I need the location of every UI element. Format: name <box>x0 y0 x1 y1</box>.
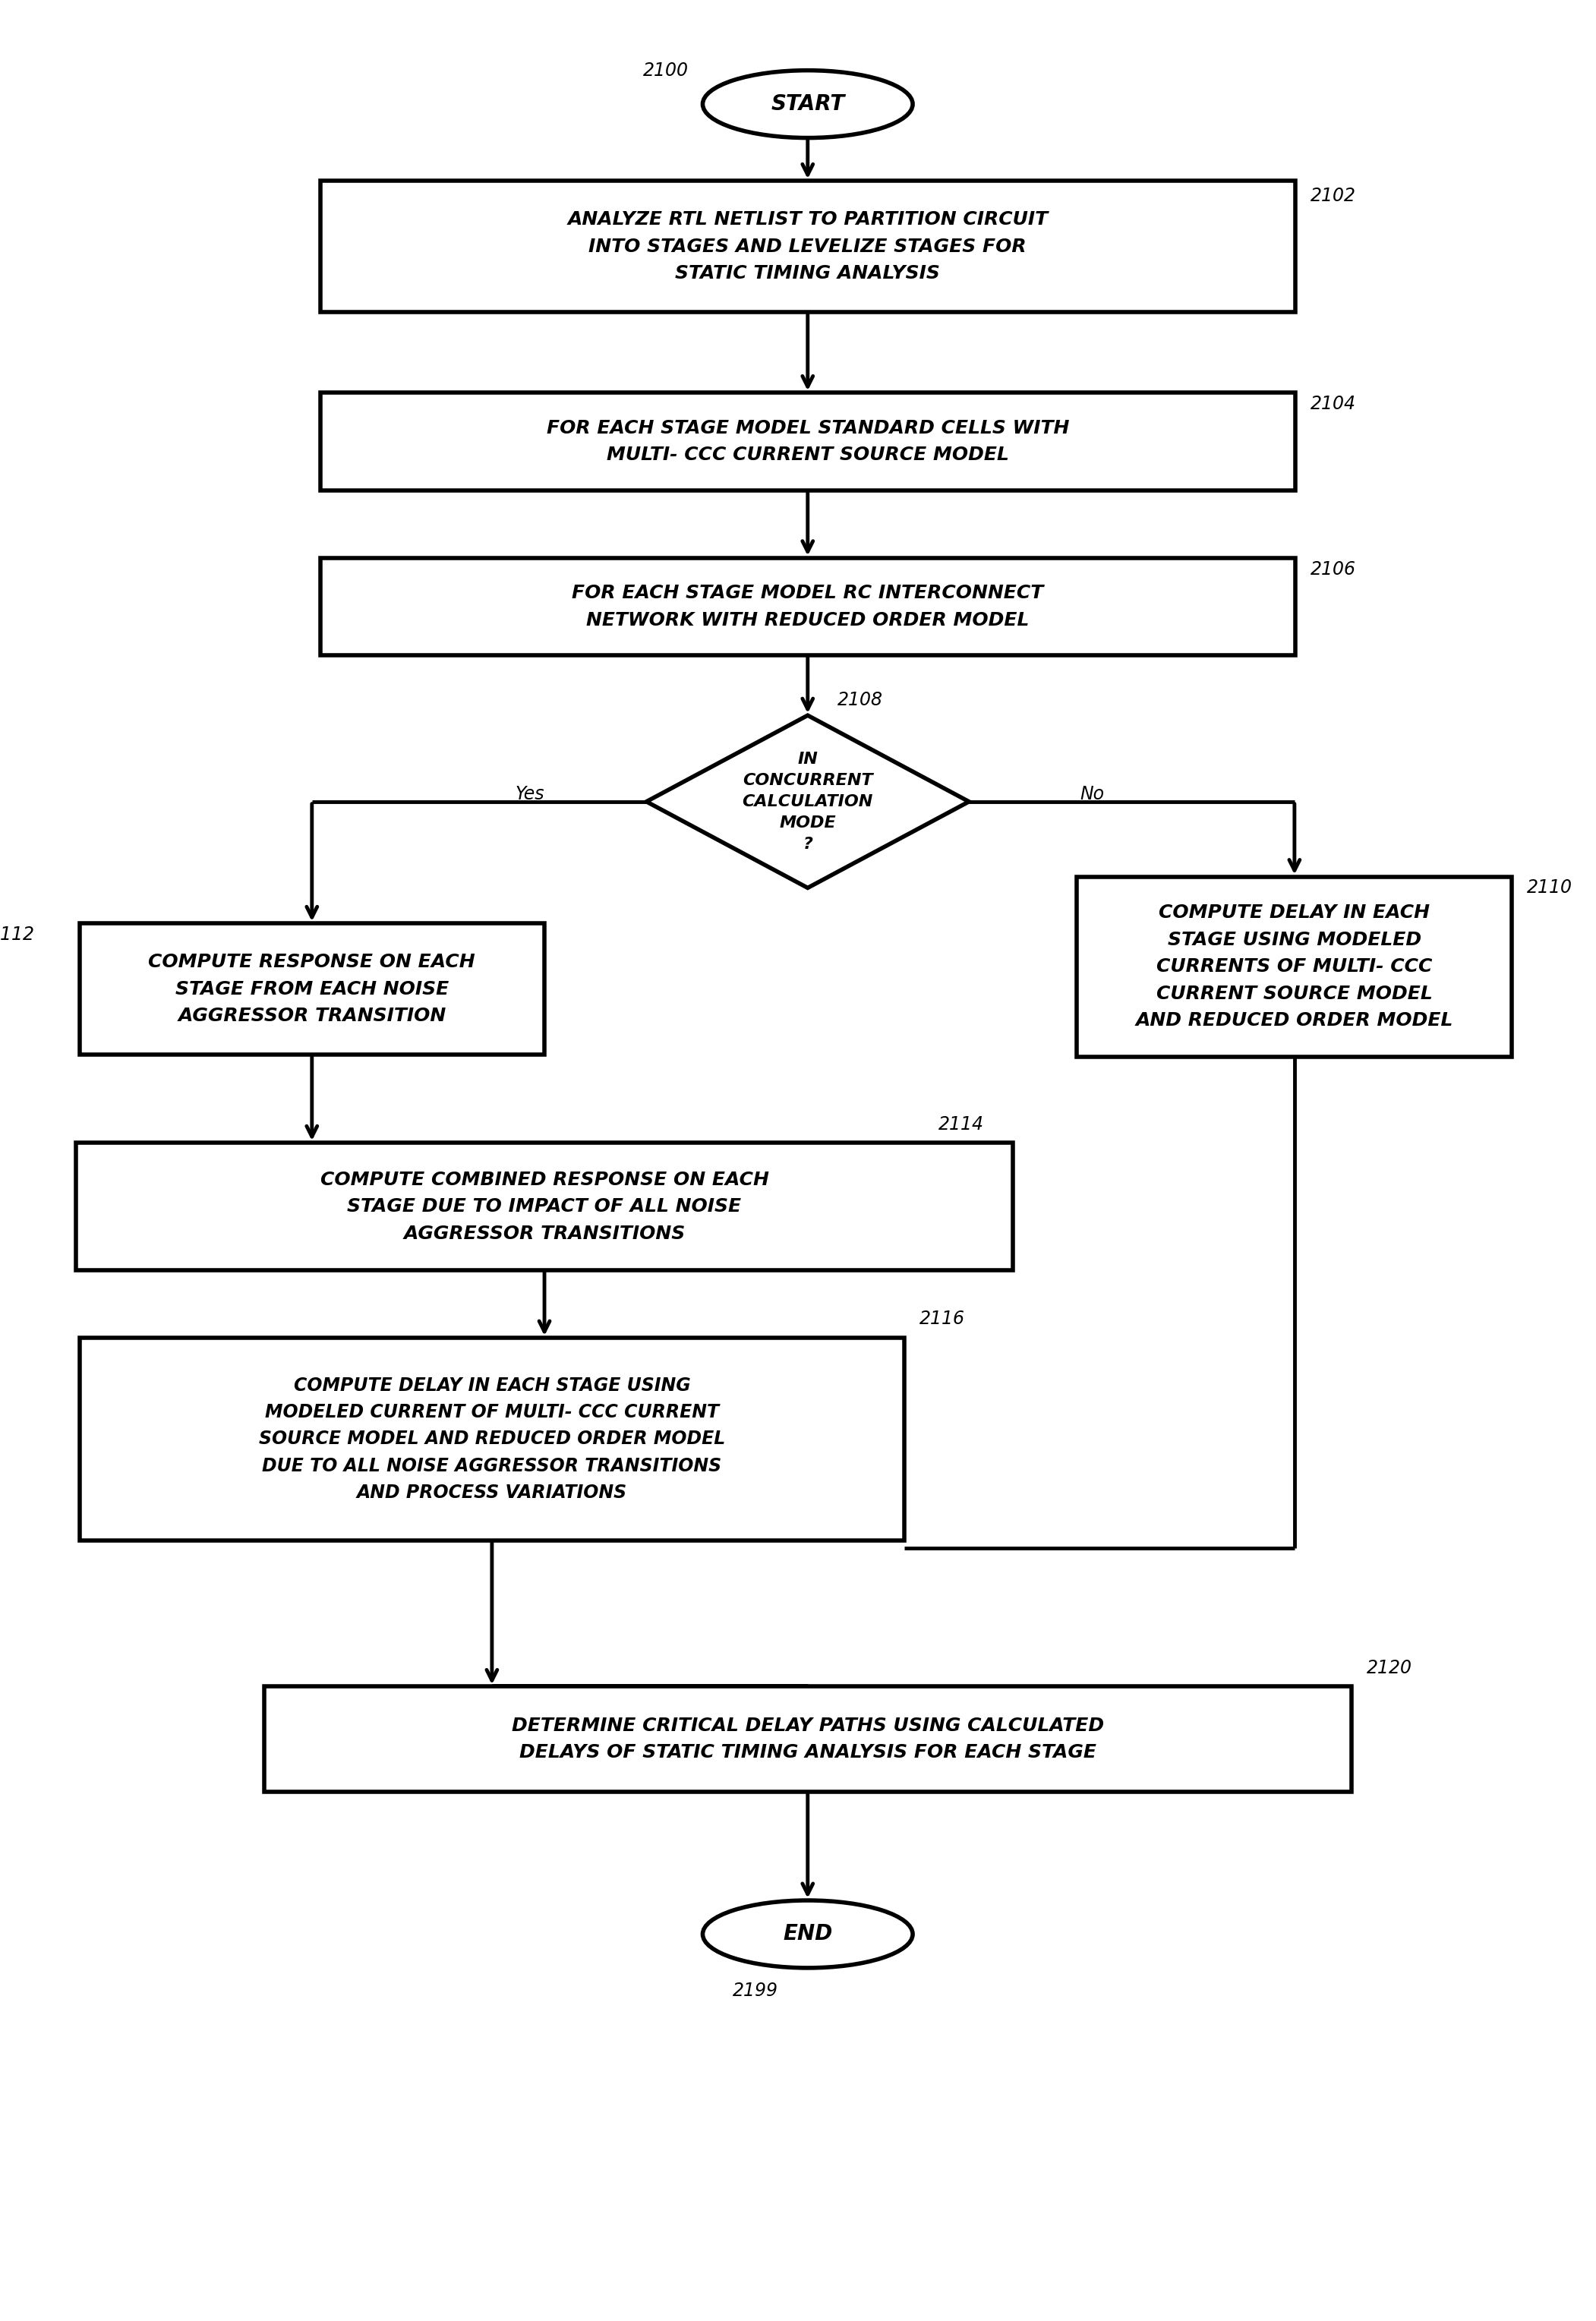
FancyBboxPatch shape <box>263 1687 1352 1792</box>
Text: FOR EACH STAGE MODEL RC INTERCONNECT
NETWORK WITH REDUCED ORDER MODEL: FOR EACH STAGE MODEL RC INTERCONNECT NET… <box>571 585 1044 629</box>
Text: COMPUTE DELAY IN EACH
STAGE USING MODELED
CURRENTS OF MULTI- CCC
CURRENT SOURCE : COMPUTE DELAY IN EACH STAGE USING MODELE… <box>1136 903 1454 1031</box>
Text: 2106: 2106 <box>1310 559 1355 578</box>
Text: 2120: 2120 <box>1366 1660 1412 1678</box>
Text: FOR EACH STAGE MODEL STANDARD CELLS WITH
MULTI- CCC CURRENT SOURCE MODEL: FOR EACH STAGE MODEL STANDARD CELLS WITH… <box>546 420 1069 464</box>
Polygon shape <box>646 715 969 889</box>
FancyBboxPatch shape <box>321 392 1296 490</box>
Text: COMPUTE RESPONSE ON EACH
STAGE FROM EACH NOISE
AGGRESSOR TRANSITION: COMPUTE RESPONSE ON EACH STAGE FROM EACH… <box>148 954 476 1026</box>
FancyBboxPatch shape <box>321 557 1296 655</box>
Text: 2114: 2114 <box>938 1114 983 1133</box>
Text: 2110: 2110 <box>1527 880 1572 896</box>
Text: COMPUTE COMBINED RESPONSE ON EACH
STAGE DUE TO IMPACT OF ALL NOISE
AGGRESSOR TRA: COMPUTE COMBINED RESPONSE ON EACH STAGE … <box>321 1170 769 1242</box>
Ellipse shape <box>702 1901 913 1968</box>
Ellipse shape <box>702 70 913 137</box>
Text: DETERMINE CRITICAL DELAY PATHS USING CALCULATED
DELAYS OF STATIC TIMING ANALYSIS: DETERMINE CRITICAL DELAY PATHS USING CAL… <box>512 1718 1104 1762</box>
Text: IN
CONCURRENT
CALCULATION
MODE
?: IN CONCURRENT CALCULATION MODE ? <box>742 752 873 852</box>
Text: 2104: 2104 <box>1310 395 1355 413</box>
Text: No: No <box>1080 784 1104 803</box>
Text: ANALYZE RTL NETLIST TO PARTITION CIRCUIT
INTO STAGES AND LEVELIZE STAGES FOR
STA: ANALYZE RTL NETLIST TO PARTITION CIRCUIT… <box>567 211 1049 283</box>
FancyBboxPatch shape <box>75 1142 1013 1270</box>
Text: 2112: 2112 <box>0 926 35 945</box>
Text: 2100: 2100 <box>643 60 688 79</box>
Text: END: END <box>784 1924 833 1945</box>
Text: Yes: Yes <box>516 784 544 803</box>
FancyBboxPatch shape <box>80 924 544 1054</box>
Text: 2108: 2108 <box>838 692 883 710</box>
Text: 2116: 2116 <box>919 1309 966 1328</box>
Text: START: START <box>771 93 844 114</box>
FancyBboxPatch shape <box>321 181 1296 313</box>
Text: 2199: 2199 <box>733 1982 779 1998</box>
Text: 2102: 2102 <box>1310 188 1355 204</box>
FancyBboxPatch shape <box>1077 877 1511 1056</box>
FancyBboxPatch shape <box>80 1337 905 1541</box>
Text: COMPUTE DELAY IN EACH STAGE USING
MODELED CURRENT OF MULTI- CCC CURRENT
SOURCE M: COMPUTE DELAY IN EACH STAGE USING MODELE… <box>259 1376 725 1502</box>
